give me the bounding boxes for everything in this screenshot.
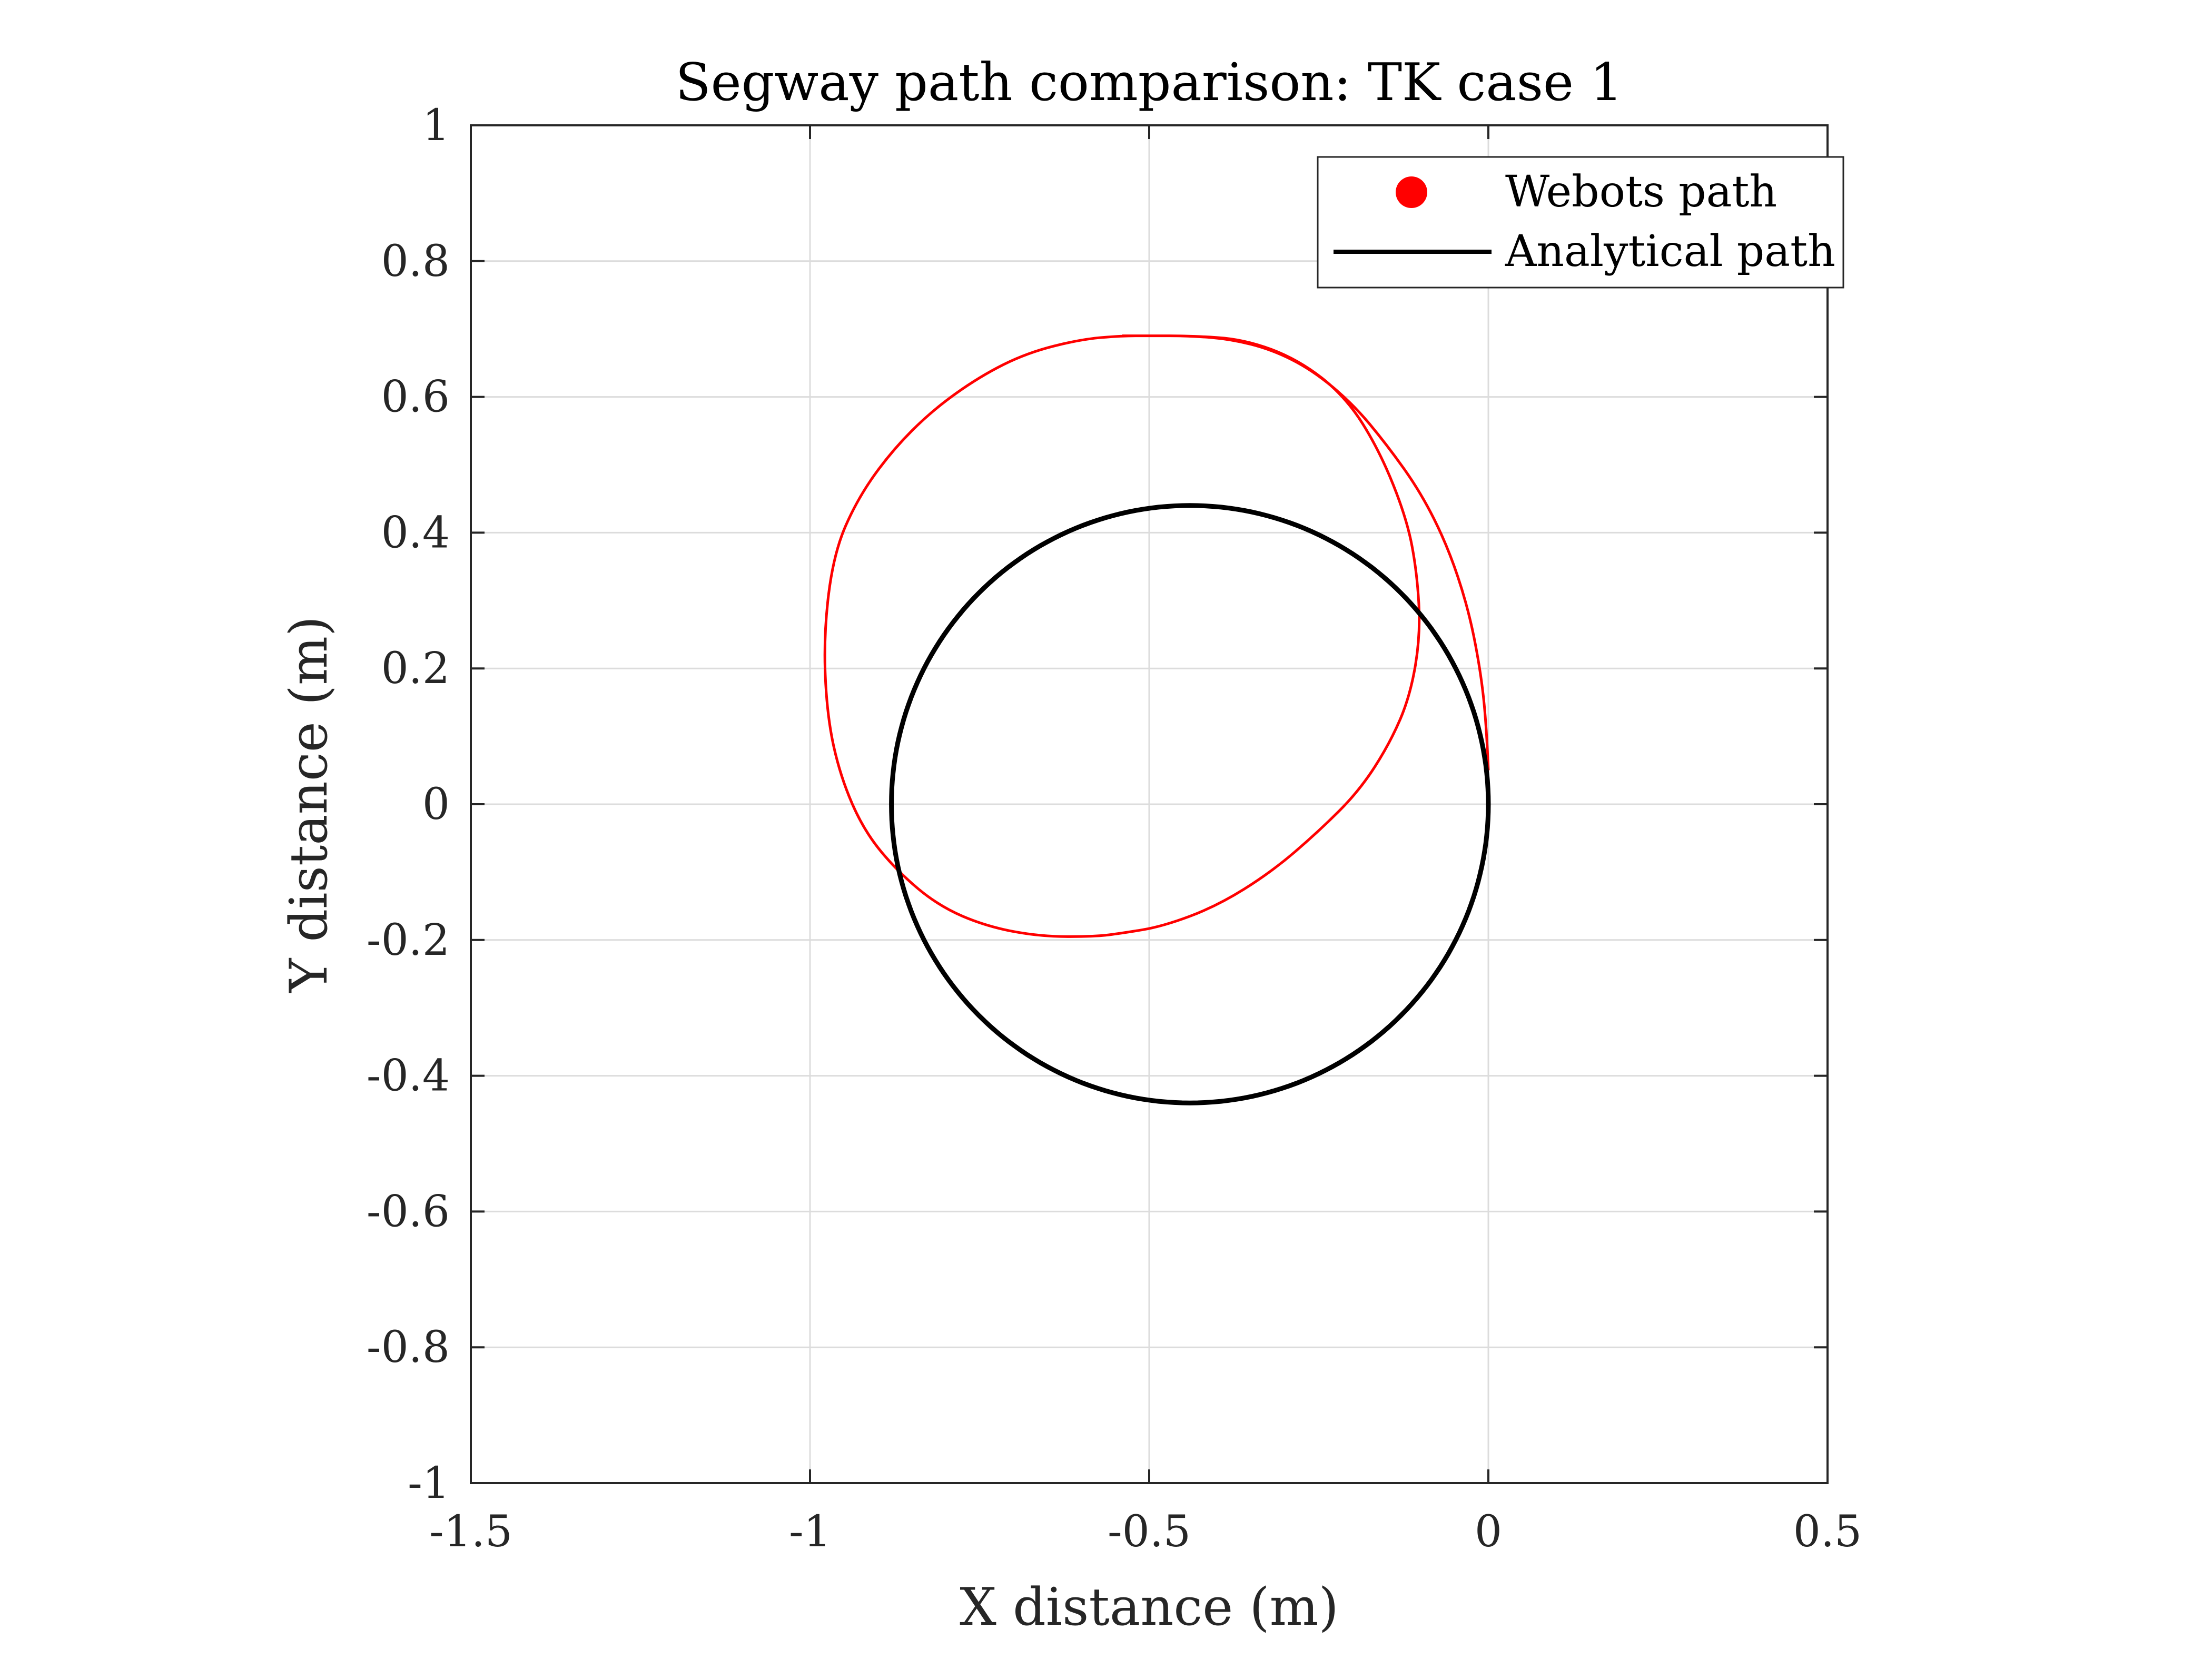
tick-labels: -1.5 -1 -0.5 0 0.5-1-0.8-0.6-0.4-0.200.20.40…: [367, 101, 1862, 1557]
axis-ticks: [470, 124, 1829, 1484]
y-tick-label: 0.6: [381, 372, 450, 422]
chart-title: Segway path comparison: TK case 1: [675, 53, 1623, 113]
legend: Webots path Analytical path: [1317, 156, 1844, 289]
y-axis-label: Y distance (m): [279, 616, 339, 994]
x-tick-label: -0.5: [1108, 1507, 1191, 1557]
legend-label-analytical-path: Analytical path: [1505, 226, 1835, 276]
y-tick-label: 1: [422, 101, 450, 151]
y-tick-label: 0: [422, 779, 450, 829]
legend-label-webots-path: Webots path: [1505, 167, 1777, 217]
x-tick-label: 0.5: [1793, 1507, 1862, 1557]
y-tick-label: 0.4: [381, 508, 450, 558]
y-tick-label: -0.2: [367, 915, 450, 965]
y-tick-label: 0.8: [381, 236, 450, 287]
y-tick-label: -0.6: [367, 1187, 450, 1237]
data-series: [823, 334, 1491, 1105]
x-axis-label: X distance (m): [960, 1577, 1339, 1637]
x-tick-label: -1.5: [429, 1507, 512, 1557]
webots-path-line: [823, 334, 1490, 938]
x-tick-label: 0: [1475, 1507, 1502, 1557]
x-tick-label: -1: [789, 1507, 831, 1557]
legend-marker-webots-path: [1396, 176, 1427, 208]
y-tick-label: -0.4: [367, 1051, 450, 1101]
y-tick-label: -1: [408, 1458, 450, 1508]
analytical-path-line: [889, 503, 1491, 1105]
y-tick-label: 0.2: [381, 644, 450, 694]
y-tick-label: -0.8: [367, 1322, 450, 1372]
